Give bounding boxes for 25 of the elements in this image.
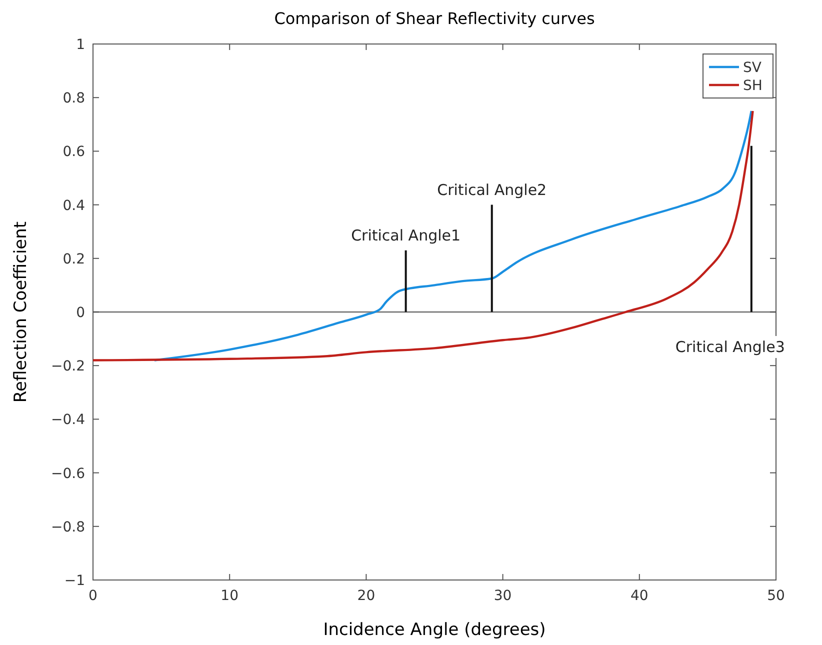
- y-tick-label: 0.4: [62, 198, 86, 214]
- legend-label: SH: [743, 78, 762, 94]
- y-tick-label: 0: [76, 305, 85, 321]
- y-tick-label: 1: [76, 37, 85, 53]
- chart-title: Comparison of Shear Reflectivity curves: [274, 9, 595, 28]
- x-tick-label: 40: [630, 588, 648, 604]
- y-tick-label: 0.6: [62, 144, 86, 160]
- x-tick-label: 20: [357, 588, 376, 604]
- annotation: Critical Angle2: [437, 180, 547, 199]
- y-axis-title: Reflection Coefficient: [11, 221, 31, 403]
- y-tick-label: −0.8: [51, 519, 85, 536]
- annotation: Critical Angle1: [351, 226, 461, 244]
- y-tick-label: −0.2: [51, 358, 85, 375]
- x-tick-label: 10: [220, 588, 239, 604]
- y-tick-label: 0.8: [62, 90, 85, 107]
- x-axis-title: Incidence Angle (degrees): [323, 620, 546, 640]
- legend-label: SV: [743, 60, 762, 76]
- y-tick-label: −0.6: [51, 466, 86, 482]
- annotation: Critical Angle3: [675, 338, 785, 356]
- x-tick-label: 30: [494, 588, 512, 604]
- y-tick-label: −0.4: [51, 412, 86, 428]
- x-tick-label: 0: [88, 588, 98, 604]
- y-tick-label: 0.2: [62, 251, 85, 268]
- y-tick-label: −1: [64, 573, 85, 589]
- x-tick-label: 50: [767, 588, 785, 604]
